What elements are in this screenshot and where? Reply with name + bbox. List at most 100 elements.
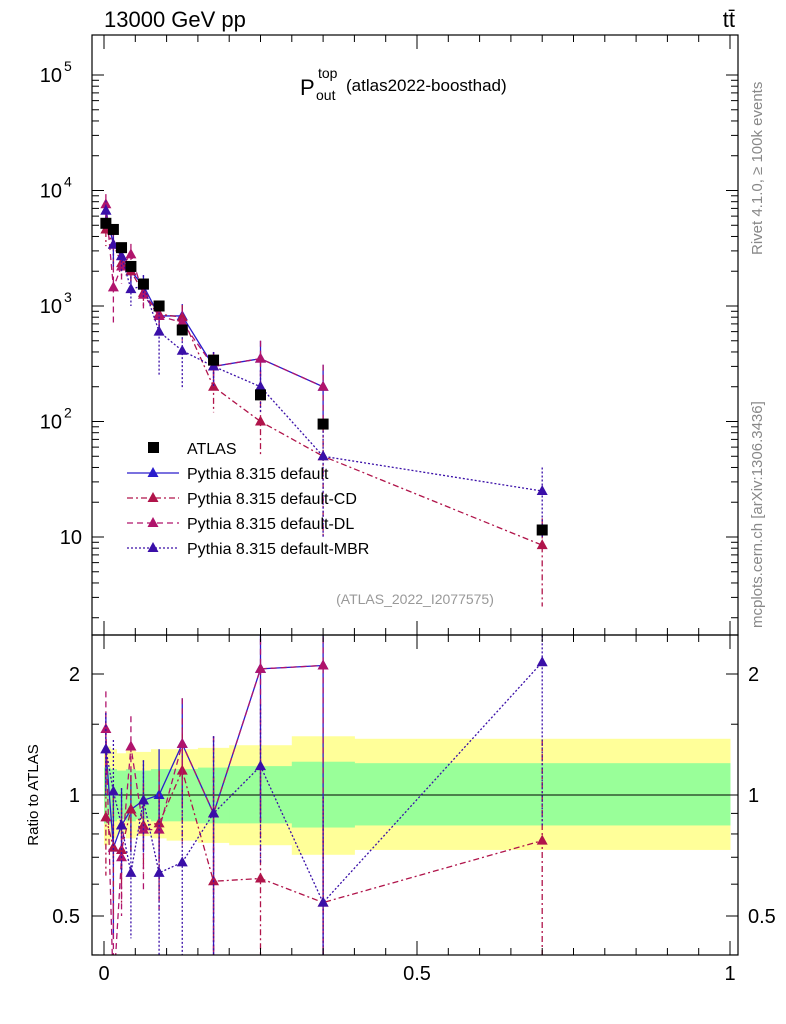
ratio-ytick-label: 2 (69, 664, 80, 686)
plot-title-sup: top (318, 65, 338, 81)
legend-entry-data: ATLAS (148, 441, 237, 458)
series-marker (255, 415, 266, 426)
series-marker (125, 866, 137, 877)
series-marker (100, 722, 112, 733)
ratio-ytick-label: 1 (69, 785, 80, 807)
legend-entry-cd: Pythia 8.315 default-CD (127, 491, 357, 508)
xtick-label: 1 (724, 963, 735, 985)
series-marker (255, 872, 266, 883)
legend-marker (147, 492, 159, 502)
main-series-dl (100, 194, 329, 427)
series-marker (536, 539, 548, 550)
series-marker (536, 485, 548, 496)
series-marker (176, 737, 188, 748)
series-marker (536, 834, 548, 845)
ratio-ytick-label-right: 2 (748, 664, 759, 686)
xtick-label: 0.5 (403, 963, 431, 985)
legend-entry-default: Pythia 8.315 default (127, 466, 329, 483)
series-marker (153, 325, 165, 336)
ytick-label: 10 (40, 296, 62, 318)
series-line (105, 204, 324, 388)
plot-title-suffix: (atlas2022-boosthad) (346, 76, 507, 95)
data-point (317, 418, 329, 430)
series-marker (176, 316, 188, 327)
series-marker (125, 803, 137, 814)
series-line (105, 664, 324, 955)
xtick-label: 0 (98, 963, 109, 985)
main-series-layer (100, 194, 548, 607)
series-marker (137, 288, 149, 299)
series-marker (100, 743, 112, 754)
main-series-data (100, 217, 548, 536)
data-point (107, 223, 119, 235)
series-marker (317, 450, 329, 461)
series-marker (317, 380, 329, 391)
series-marker (100, 204, 112, 215)
ratio-ytick-label: 0.5 (52, 906, 80, 928)
series-marker (125, 740, 137, 751)
series-marker (176, 344, 188, 355)
series-marker (208, 807, 220, 818)
series-marker (125, 248, 137, 259)
ratio-series-mbr (100, 635, 548, 955)
series-marker (255, 662, 266, 673)
data-point (153, 300, 165, 312)
plot-title-sub: out (316, 87, 336, 103)
series-marker (100, 811, 112, 822)
data-point (255, 389, 266, 401)
header-right: tt̄ (723, 7, 735, 32)
plot-title-main: P (300, 75, 315, 100)
series-marker (317, 896, 329, 907)
series-marker (107, 785, 119, 796)
series-marker (125, 283, 137, 294)
series-marker (317, 659, 329, 670)
legend-marker (147, 467, 159, 477)
series-marker (153, 823, 165, 834)
series-marker (116, 250, 128, 261)
series-marker (100, 198, 112, 209)
series-marker (108, 988, 119, 998)
legend-marker (148, 442, 159, 453)
legend-entry-mbr: Pythia 8.315 default-MBR (127, 541, 369, 558)
data-point (116, 242, 128, 254)
legend-label: Pythia 8.315 default-MBR (187, 541, 369, 558)
ytick-exponent: 2 (64, 405, 72, 421)
ytick-label: 10 (60, 527, 82, 549)
ytick-exponent: 4 (64, 174, 72, 190)
header-left: 13000 GeV pp (104, 7, 246, 32)
ytick-exponent: 5 (64, 58, 72, 74)
site-label: mcplots.cern.ch [arXiv:1306.3436] (749, 401, 766, 628)
series-line (105, 210, 543, 492)
legend: ATLAS Pythia 8.315 default Pythia 8.315 de… (127, 441, 369, 558)
legend-label: Pythia 8.315 default-CD (187, 491, 357, 508)
ratio-ytick-label-right: 0.5 (748, 906, 776, 928)
main-series-default (100, 200, 329, 427)
data-point (100, 217, 112, 229)
legend-entry-dl: Pythia 8.315 default-DL (127, 516, 354, 533)
series-marker (107, 841, 119, 852)
ytick-label: 10 (40, 65, 62, 87)
ytick-exponent: 3 (64, 289, 72, 305)
series-marker (176, 311, 188, 322)
series-marker (153, 866, 165, 877)
legend-label: Pythia 8.315 default (187, 466, 329, 483)
main-series-mbr (100, 200, 548, 537)
data-point (208, 354, 220, 366)
series-marker (137, 794, 149, 805)
legend-label: ATLAS (187, 441, 237, 458)
rivet-label: Rivet 4.1.0, ≥ 100k events (749, 82, 766, 255)
plot-title: P top out (atlas2022-boosthad) (300, 65, 507, 103)
series-marker (153, 309, 165, 320)
series-marker (107, 281, 119, 292)
series-marker (255, 352, 266, 363)
ytick-label: 10 (40, 181, 62, 203)
data-point (125, 260, 137, 272)
series-marker (255, 760, 266, 771)
legend-marker (147, 517, 159, 527)
ytick-label: 10 (40, 412, 62, 434)
legend-marker (147, 542, 159, 552)
ratio-series-layer (100, 635, 548, 998)
data-point (536, 524, 548, 536)
data-point (176, 324, 188, 336)
